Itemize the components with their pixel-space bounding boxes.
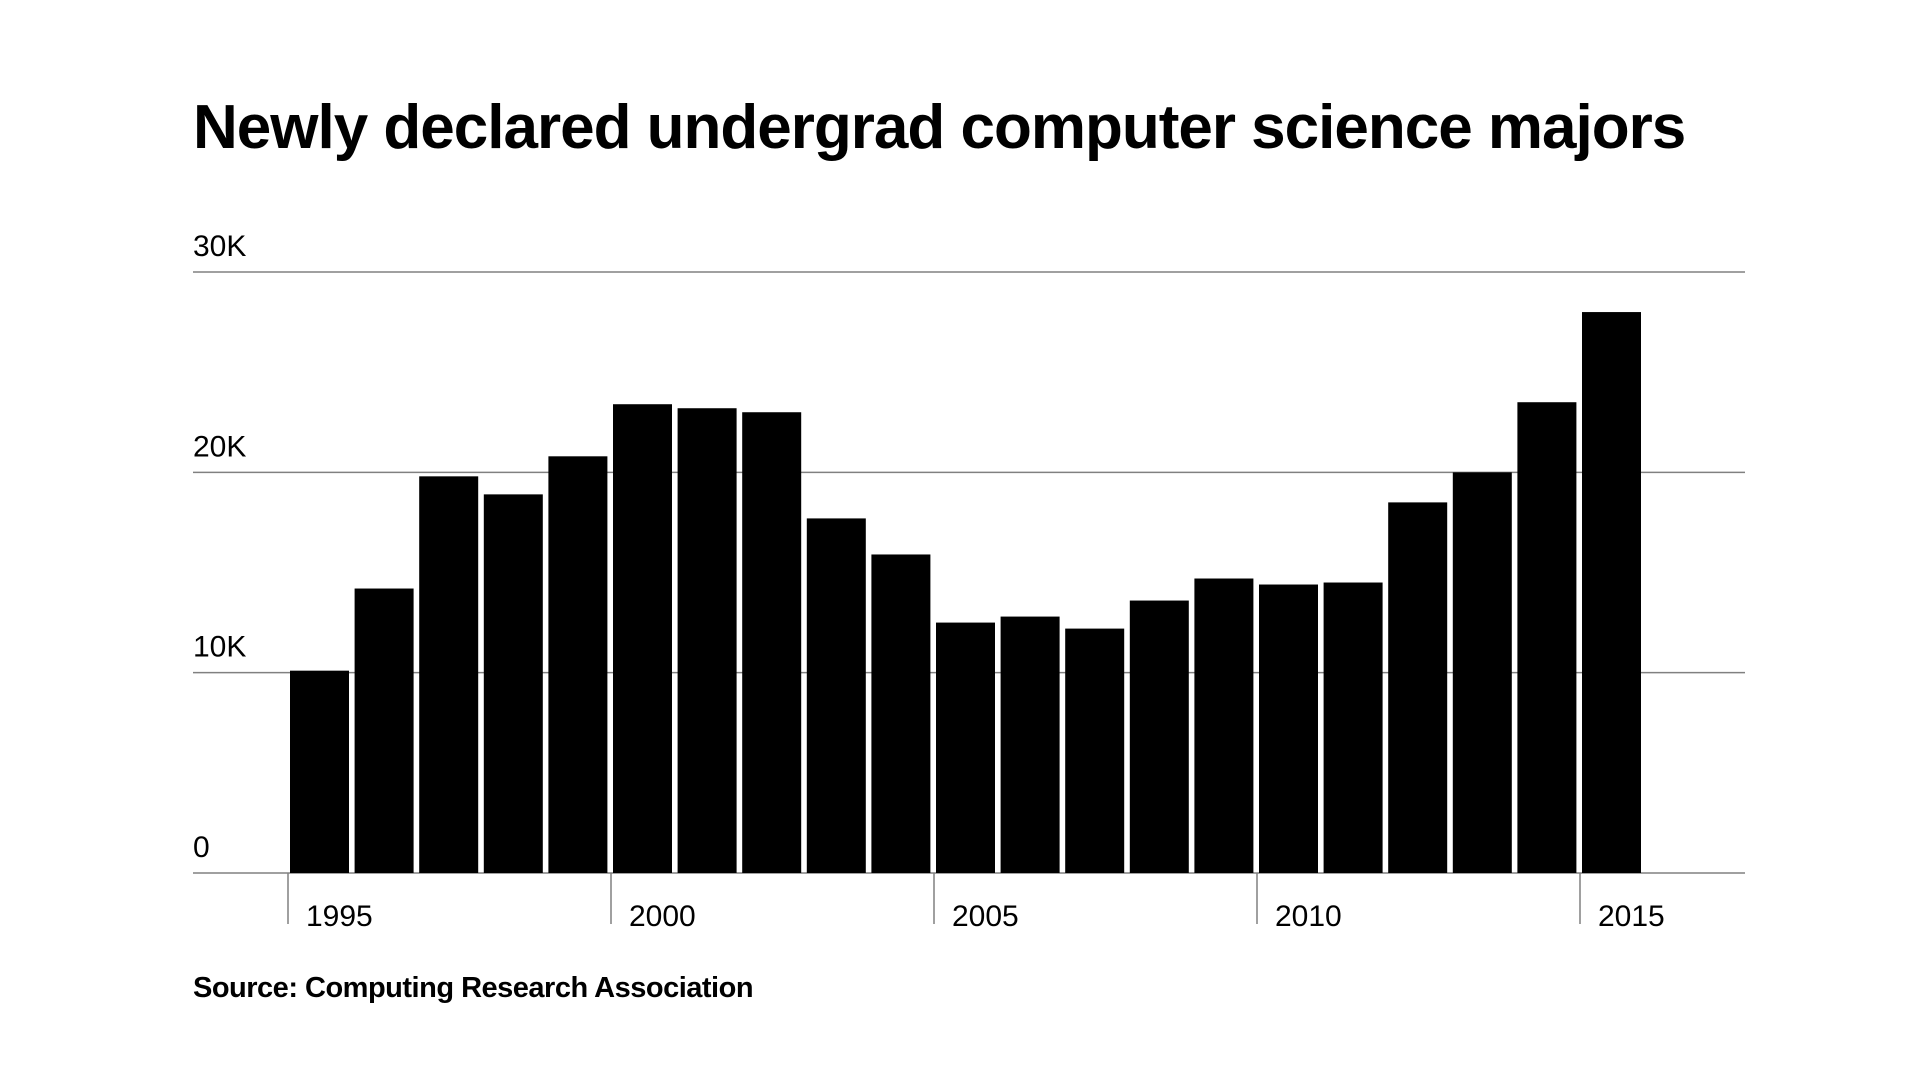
x-tick-label-1995: 1995 bbox=[306, 900, 373, 933]
bar-2010 bbox=[1259, 584, 1318, 873]
x-tick-label-2005: 2005 bbox=[952, 900, 1019, 933]
bar-2013 bbox=[1452, 472, 1512, 873]
bar-2004 bbox=[871, 554, 931, 873]
bars bbox=[290, 312, 1641, 874]
bar-2009 bbox=[1194, 578, 1254, 873]
bar-2003 bbox=[806, 518, 866, 873]
x-tick-label-2015: 2015 bbox=[1598, 900, 1665, 933]
bar-1996 bbox=[354, 588, 414, 873]
bar-2011 bbox=[1323, 582, 1383, 873]
bar-2014 bbox=[1517, 402, 1577, 873]
bar-2008 bbox=[1129, 600, 1189, 873]
bar-2002 bbox=[742, 412, 802, 873]
bar-1999 bbox=[548, 456, 608, 873]
bar-2006 bbox=[1000, 616, 1060, 873]
y-tick-label-20k: 20K bbox=[193, 430, 246, 463]
bar-1998 bbox=[483, 494, 543, 873]
chart-title: Newly declared undergrad computer scienc… bbox=[193, 93, 1686, 162]
y-tick-label-30k: 30K bbox=[193, 230, 246, 263]
x-tick-label-2000: 2000 bbox=[629, 900, 696, 933]
y-tick-label-0: 0 bbox=[193, 831, 210, 864]
bar-2000 bbox=[613, 404, 672, 873]
x-tick-label-2010: 2010 bbox=[1275, 900, 1342, 933]
bar-2007 bbox=[1065, 628, 1125, 873]
y-tick-label-10k: 10K bbox=[193, 631, 246, 664]
bar-1997 bbox=[419, 476, 479, 873]
bar-2005 bbox=[936, 622, 995, 873]
chart-source: Source: Computing Research Association bbox=[193, 972, 754, 1004]
bar-2012 bbox=[1388, 502, 1448, 873]
bar-1995 bbox=[290, 670, 349, 873]
bar-2015 bbox=[1582, 312, 1641, 874]
bar-2001 bbox=[677, 408, 737, 873]
axes: 0 10K 20K 30K 1995 2000 2005 2010 2015 bbox=[193, 230, 1665, 933]
